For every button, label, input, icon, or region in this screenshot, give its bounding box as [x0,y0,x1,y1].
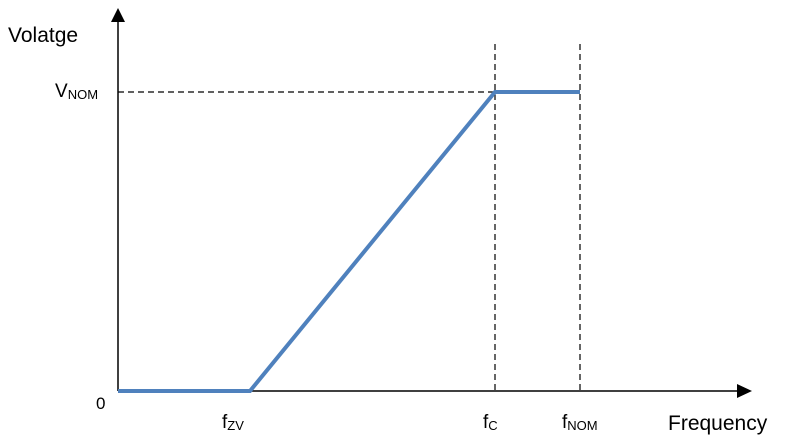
axes [111,8,752,398]
x-tick-fnom-main: f [562,412,568,433]
y-tick-vnom-sub: NOM [67,87,99,102]
x-axis-label: Frequency [668,412,768,435]
y-origin-label: 0 [96,394,106,413]
x-tick-fc-main: f [483,412,489,433]
x-tick-fzv-sub: ZV [227,418,244,433]
y-axis-arrow [111,8,125,22]
x-tick-fc: fC [483,413,498,432]
guide-lines [118,44,581,391]
y-axis-label: Volatge [8,24,79,47]
y-tick-vnom-main: V [55,81,68,102]
x-tick-fnom-sub: NOM [567,418,598,433]
x-tick-fc-sub: C [488,418,498,433]
x-tick-fzv: fZV [222,413,244,432]
x-tick-fzv-main: f [222,412,228,433]
series [117,90,581,393]
x-axis-arrow [737,384,752,398]
y-tick-vnom: VNOM [55,82,98,101]
series-line [118,90,580,393]
x-tick-fnom: fNOM [562,413,598,432]
